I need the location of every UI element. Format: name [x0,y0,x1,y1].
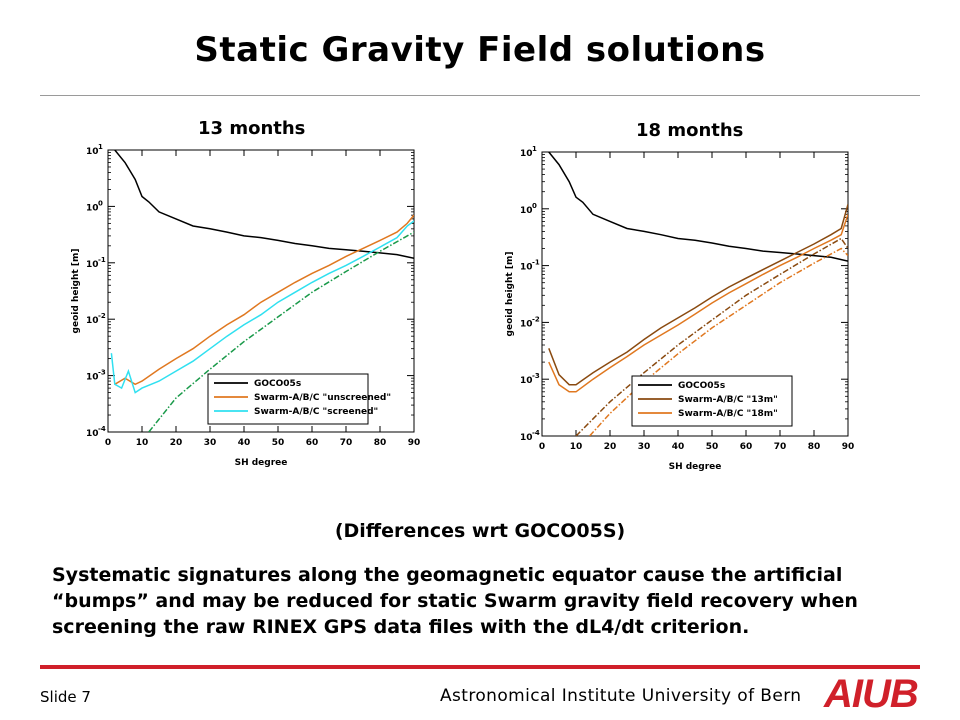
y-tick-exponent: -4 [532,429,540,437]
y-tick-base: 10 [86,316,99,326]
x-tick-label: 80 [808,442,821,452]
y-tick-exponent: -3 [532,372,540,380]
chart-title-13-months: 13 months [198,118,306,139]
x-tick-label: 0 [105,438,111,448]
legend-label-1: Swarm-A/B/C "unscreened" [254,393,391,403]
slide-number: Slide 7 [40,688,91,706]
series-line-1 [114,214,414,386]
y-axis-label: geoid height [m] [71,249,81,334]
aiub-logo: AIUB [824,672,919,716]
series-line-1 [548,204,848,386]
y-tick-label: 10 0 [86,199,103,213]
x-axis-label: SH degree [669,462,722,472]
series-line-4 [589,247,848,436]
y-tick-base: 10 [86,429,99,439]
slide-title: Static Gravity Field solutions [194,30,766,70]
y-tick-label: 10 -1 [86,256,106,270]
chart-title-18-months: 18 months [636,120,744,141]
y-tick-exponent: -3 [98,369,106,377]
body-text: Systematic signatures along the geomagne… [52,564,858,638]
y-tick-base: 10 [520,319,533,329]
x-tick-label: 70 [340,438,353,448]
y-tick-label: 10 -3 [520,372,540,386]
y-tick-label: 10 1 [86,143,103,157]
y-tick-base: 10 [520,206,533,216]
x-tick-label: 50 [272,438,285,448]
x-tick-label: 40 [238,438,251,448]
y-tick-label: 10 -3 [86,369,106,383]
footer-divider [40,665,920,669]
y-tick-exponent: -1 [532,259,540,267]
y-tick-exponent: 0 [98,199,103,207]
x-tick-label: 30 [204,438,217,448]
y-tick-label: 10 -2 [86,312,106,326]
y-tick-exponent: 1 [532,145,537,153]
y-tick-exponent: -2 [98,312,106,320]
x-axis-label: SH degree [235,458,288,468]
x-tick-label: 60 [306,438,319,448]
x-tick-label: 90 [842,442,855,452]
y-tick-label: 10 -2 [520,315,540,329]
legend-label-0: GOCO05s [678,381,725,391]
series-line-3 [148,231,414,432]
x-tick-label: 50 [706,442,719,452]
y-tick-base: 10 [86,260,99,270]
title-divider [40,95,920,96]
y-tick-label: 10 0 [520,202,537,216]
y-tick-exponent: 1 [98,143,103,151]
series-line-0 [548,152,848,262]
y-tick-base: 10 [520,263,533,273]
series-line-2 [548,214,848,393]
legend-label-1: Swarm-A/B/C "13m" [678,395,778,405]
y-tick-exponent: -4 [98,425,106,433]
y-tick-label: 10 -1 [520,259,540,273]
y-axis-label: geoid height [m] [505,252,515,337]
caption: (Differences wrt GOCO05S) [334,520,626,542]
series-line-3 [575,237,848,436]
y-tick-exponent: -1 [98,256,106,264]
x-tick-label: 20 [170,438,183,448]
y-tick-base: 10 [520,433,533,443]
y-tick-base: 10 [520,149,533,159]
y-tick-base: 10 [520,376,533,386]
y-tick-label: 10 -4 [520,429,540,443]
institute-name: Astronomical Institute University of Ber… [440,686,802,706]
y-tick-exponent: 0 [532,202,537,210]
x-tick-label: 0 [539,442,545,452]
x-tick-label: 30 [638,442,651,452]
x-tick-label: 10 [570,442,583,452]
x-tick-label: 60 [740,442,753,452]
y-tick-base: 10 [86,147,99,157]
legend-label-2: Swarm-A/B/C "18m" [678,409,778,419]
y-tick-base: 10 [86,203,99,213]
x-tick-label: 10 [136,438,149,448]
x-tick-label: 80 [374,438,387,448]
y-tick-base: 10 [86,373,99,383]
legend-label-2: Swarm-A/B/C "screened" [254,407,378,417]
y-tick-label: 10 -4 [86,425,106,439]
y-tick-exponent: -2 [532,315,540,323]
series-line-2 [110,220,414,394]
x-tick-label: 70 [774,442,787,452]
x-tick-label: 40 [672,442,685,452]
legend-label-0: GOCO05s [254,379,301,389]
x-tick-label: 20 [604,442,617,452]
y-tick-label: 10 1 [520,145,537,159]
x-tick-label: 90 [408,438,421,448]
